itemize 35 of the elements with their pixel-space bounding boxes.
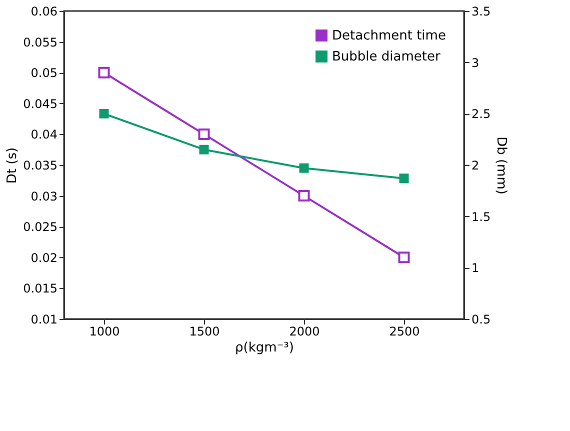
y-tick-label: 0.01 — [30, 312, 58, 326]
y-tick-label: 0.025 — [23, 220, 58, 234]
point — [99, 108, 109, 118]
y-tick-label: 0.02 — [30, 250, 58, 265]
y2-tick-label: 2 — [472, 158, 480, 172]
y-tick-label: 0.06 — [30, 4, 58, 18]
y-tick-label: 0.045 — [23, 96, 58, 111]
point — [399, 174, 409, 184]
x-axis-title: ρ(kgm⁻³) — [235, 340, 294, 356]
x-tick-label: 2500 — [389, 324, 420, 338]
y2-tick-label: 1 — [472, 261, 480, 276]
point — [299, 163, 309, 173]
point — [199, 144, 209, 154]
y-tick-label: 0.015 — [23, 282, 58, 296]
y-tick-label: 0.035 — [23, 158, 58, 172]
y-tick-label: 0.03 — [30, 189, 58, 204]
x-tick-label: 1000 — [89, 324, 120, 338]
y2-tick-label: 3 — [472, 56, 480, 70]
point — [198, 128, 210, 140]
y2-tick-label: 3.5 — [472, 4, 491, 18]
y2-tick-label: 2.5 — [472, 107, 491, 122]
y-axis-title: Dt (s) — [5, 147, 20, 184]
y2-tick-label: 0.5 — [472, 312, 491, 326]
point — [298, 190, 310, 202]
point — [98, 66, 110, 78]
legend-label: Detachment time — [332, 28, 446, 44]
y-tick-label: 0.055 — [23, 35, 58, 50]
y-tick-label: 0.04 — [30, 128, 58, 142]
y2-tick-label: 1.5 — [472, 210, 491, 224]
point — [398, 252, 410, 264]
x-tick-label: 1500 — [189, 324, 220, 338]
x-tick-label: 2000 — [289, 324, 320, 338]
legend-label: Bubble diameter — [332, 50, 441, 64]
y2-axis-title: Db (mm) — [494, 136, 509, 194]
y-tick-label: 0.05 — [30, 66, 58, 80]
